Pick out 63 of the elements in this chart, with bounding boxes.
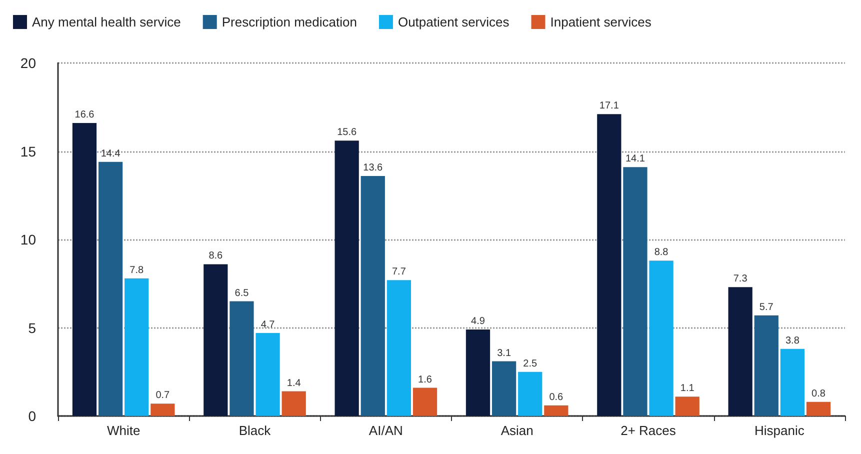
bar bbox=[282, 391, 306, 416]
x-tick-label: White bbox=[106, 423, 140, 438]
y-tick-label: 15 bbox=[20, 143, 36, 160]
data-label: 7.3 bbox=[733, 274, 748, 285]
bar bbox=[150, 404, 175, 416]
legend-label: Inpatient services bbox=[550, 14, 652, 30]
y-tick-label: 10 bbox=[20, 232, 36, 248]
bar bbox=[806, 402, 831, 416]
x-tick-label: Black bbox=[238, 423, 272, 438]
data-label: 17.1 bbox=[599, 100, 620, 112]
bar bbox=[386, 280, 412, 416]
data-label: 0.6 bbox=[549, 392, 564, 403]
legend-label: Outpatient services bbox=[398, 14, 510, 30]
bar bbox=[649, 260, 674, 416]
bar bbox=[597, 114, 622, 416]
bar bbox=[98, 162, 123, 416]
data-label: 7.7 bbox=[392, 266, 406, 278]
y-tick-label: 0 bbox=[28, 408, 36, 424]
bar bbox=[360, 176, 385, 416]
bar bbox=[492, 361, 516, 416]
x-tick-label: AI/AN bbox=[368, 423, 403, 438]
data-label: 1.6 bbox=[418, 374, 432, 386]
data-label: 4.7 bbox=[260, 320, 276, 331]
legend-label: Prescription medication bbox=[222, 14, 357, 30]
bar bbox=[334, 140, 359, 416]
data-label: 7.8 bbox=[130, 264, 144, 276]
x-tick-label: 2+ Races bbox=[620, 423, 676, 438]
bar bbox=[72, 123, 97, 416]
data-label: 5.7 bbox=[759, 302, 774, 313]
bar bbox=[230, 301, 254, 416]
data-label: 1.1 bbox=[680, 383, 695, 394]
legend-label: Any mental health service bbox=[32, 14, 181, 30]
y-tick-label: 20 bbox=[20, 55, 36, 71]
bar bbox=[466, 330, 490, 416]
data-label: 0.7 bbox=[156, 390, 170, 402]
bar bbox=[412, 388, 438, 416]
bar bbox=[754, 315, 778, 416]
x-tick-label: Hispanic bbox=[754, 423, 805, 438]
bar bbox=[728, 287, 752, 416]
bar bbox=[544, 405, 568, 416]
data-label: 13.6 bbox=[363, 162, 384, 174]
bar bbox=[518, 372, 542, 416]
data-label: 4.9 bbox=[471, 316, 486, 328]
bar bbox=[124, 278, 149, 416]
bar bbox=[204, 264, 228, 416]
data-label: 6.5 bbox=[234, 288, 250, 299]
data-label: 2.5 bbox=[523, 358, 538, 370]
bar bbox=[623, 167, 648, 416]
data-label: 8.8 bbox=[654, 247, 669, 258]
bar bbox=[780, 348, 805, 416]
data-label: 14.4 bbox=[100, 148, 121, 160]
data-label: 16.6 bbox=[74, 110, 95, 121]
data-label: 14.1 bbox=[625, 154, 646, 165]
data-label: 8.6 bbox=[208, 250, 224, 262]
y-tick-label: 5 bbox=[28, 320, 36, 336]
bar bbox=[256, 333, 280, 416]
data-label: 1.4 bbox=[286, 378, 302, 389]
data-label: 15.6 bbox=[337, 127, 357, 138]
x-tick-label: Asian bbox=[500, 423, 534, 438]
data-label: 3.1 bbox=[497, 348, 512, 359]
data-label: 0.8 bbox=[812, 388, 826, 400]
data-label: 3.8 bbox=[785, 335, 800, 346]
bar bbox=[675, 396, 700, 416]
